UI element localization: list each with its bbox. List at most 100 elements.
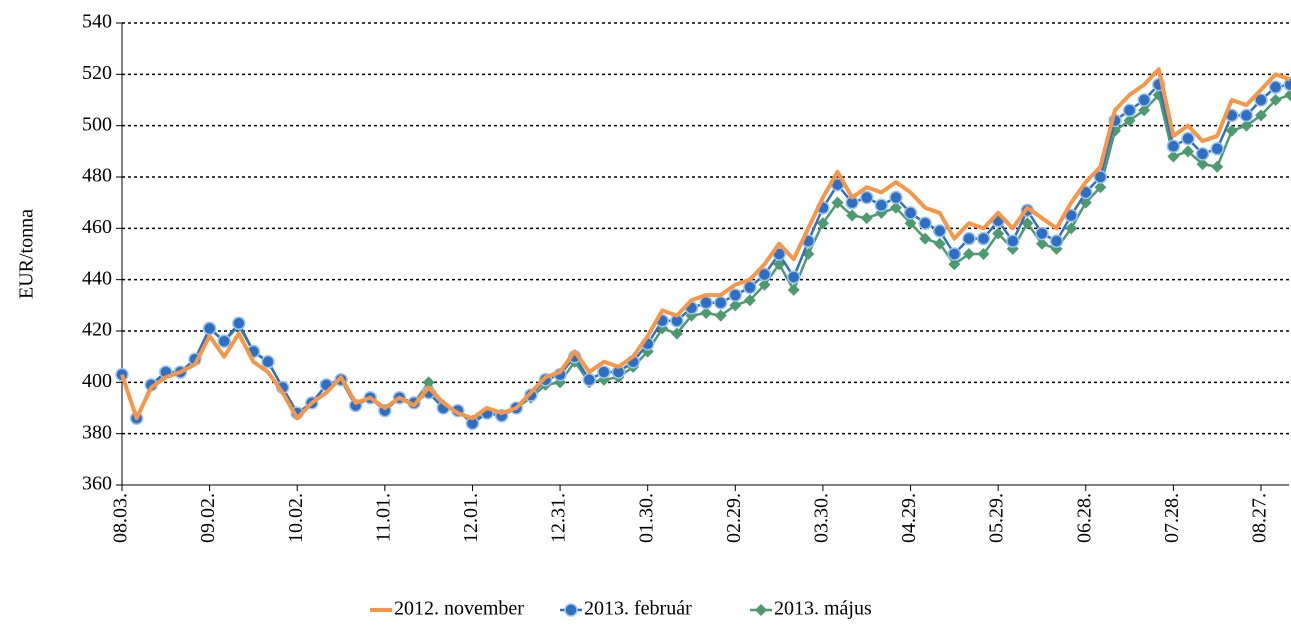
point (1049, 234, 1064, 248)
point (1284, 88, 1291, 101)
x-tick-label: 04.29. (898, 493, 920, 543)
y-tick-label: 360 (82, 473, 112, 495)
line (120, 67, 1291, 421)
legend-marker (755, 604, 767, 616)
y-axis-label: EUR/tonna (16, 209, 38, 299)
point (1181, 145, 1194, 158)
x-tick-label: 05.29. (986, 493, 1008, 543)
legend-marker (564, 603, 578, 617)
point (860, 212, 873, 225)
legend-label: 2012. november (394, 598, 524, 620)
point (918, 216, 932, 230)
legend-label: 2013. május (774, 598, 872, 620)
point (919, 232, 932, 245)
point (1181, 131, 1195, 146)
y-tick-label: 400 (82, 370, 112, 392)
y-tick-label: 540 (82, 11, 112, 33)
y-tick-label: 500 (82, 113, 112, 135)
point (1006, 234, 1020, 248)
y-tick-label: 480 (82, 165, 112, 187)
y-tick-label: 440 (82, 267, 112, 289)
point (1195, 147, 1210, 161)
y-tick-label: 460 (82, 216, 112, 238)
point (787, 283, 800, 296)
x-tick-label: 08.03. (110, 493, 132, 543)
x-tick-label: 02.29. (723, 493, 745, 543)
point (831, 196, 844, 209)
point (962, 248, 975, 260)
x-tick-label: 07.28. (1161, 493, 1183, 543)
point (232, 316, 246, 331)
y-tick-label: 420 (82, 319, 112, 341)
point (874, 198, 889, 212)
point (728, 288, 743, 302)
point (713, 296, 728, 310)
point (947, 247, 962, 261)
x-tick-label: 08.27. (1249, 493, 1271, 543)
point (1196, 158, 1209, 171)
point (903, 206, 918, 220)
point (1079, 196, 1092, 209)
x-tick-label: 06.28. (1073, 493, 1095, 543)
point (1268, 80, 1283, 94)
point (758, 278, 771, 291)
point (1065, 222, 1078, 235)
point (757, 267, 772, 282)
point (261, 355, 275, 369)
point (962, 231, 976, 246)
point (992, 227, 1005, 240)
point (1166, 139, 1181, 153)
x-tick-label: 01.30. (635, 493, 657, 543)
point (743, 294, 756, 307)
point (1137, 93, 1151, 107)
point (582, 373, 597, 387)
point (714, 309, 727, 322)
point (202, 321, 217, 336)
point (773, 258, 786, 271)
point (1239, 108, 1254, 123)
point (1035, 237, 1048, 250)
point (846, 209, 859, 222)
point (1254, 93, 1268, 107)
point (786, 270, 801, 284)
point (1093, 170, 1108, 184)
point (1211, 160, 1224, 173)
line (120, 93, 1291, 423)
y-tick-label: 520 (82, 62, 112, 84)
x-tick-label: 12.01. (460, 493, 482, 543)
point (1138, 104, 1151, 117)
legend-label: 2013. február (584, 598, 692, 620)
point (859, 190, 874, 205)
x-tick-label: 09.02. (197, 493, 219, 543)
point (889, 201, 902, 214)
point (422, 376, 435, 389)
point (1210, 142, 1224, 156)
point (932, 224, 947, 238)
point (904, 217, 917, 230)
point (217, 334, 231, 349)
point (1122, 103, 1137, 118)
point (1123, 114, 1136, 127)
x-tick-label: 03.30. (811, 493, 833, 543)
point (1167, 150, 1180, 163)
point (1269, 94, 1282, 106)
point (1225, 124, 1238, 137)
y-tick-label: 380 (82, 421, 112, 443)
series (116, 88, 1291, 427)
point (816, 217, 829, 230)
point (948, 258, 961, 271)
point (1240, 119, 1253, 132)
point (597, 365, 611, 379)
point (1021, 217, 1034, 230)
point (889, 190, 903, 205)
x-tick-label: 12.31. (548, 493, 570, 543)
point (1255, 109, 1267, 122)
point (670, 327, 683, 340)
point (700, 307, 713, 320)
x-tick-label: 10.02. (285, 493, 307, 543)
x-tick-label: 11.01. (372, 493, 394, 542)
point (976, 231, 991, 246)
series (120, 67, 1291, 421)
point (977, 248, 990, 260)
